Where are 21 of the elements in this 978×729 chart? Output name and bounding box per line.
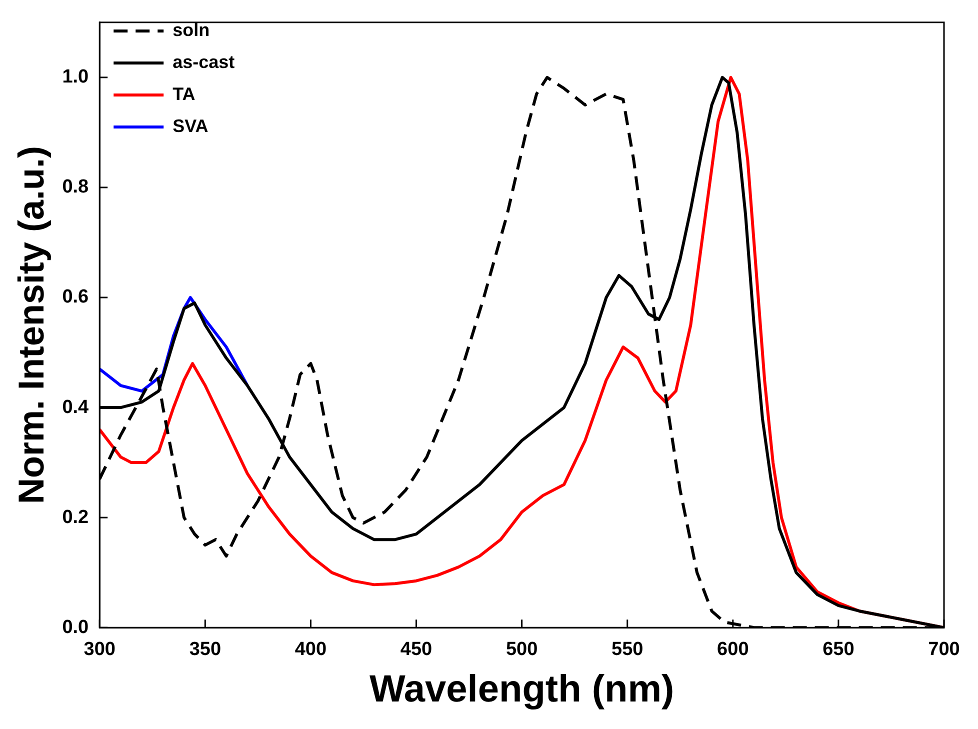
x-tick-label: 500 — [506, 639, 538, 660]
legend-label: TA — [172, 84, 196, 104]
y-tick-label: 0.6 — [62, 286, 89, 308]
x-tick-label: 700 — [928, 639, 960, 660]
y-tick-label: 0.8 — [62, 176, 89, 198]
x-tick-label: 350 — [189, 639, 222, 660]
x-tick-label: 400 — [294, 639, 327, 660]
y-axis-title: Norm. Intensity (a.u.) — [10, 146, 52, 504]
x-tick-label: 550 — [612, 639, 644, 660]
x-tick-label: 600 — [717, 639, 749, 660]
y-tick-label: 0.2 — [62, 506, 89, 528]
y-tick-label: 0.0 — [62, 616, 89, 638]
legend-label: as-cast — [172, 52, 235, 72]
x-tick-label: 300 — [84, 639, 116, 660]
x-axis-title: Wavelength (nm) — [369, 668, 674, 711]
y-tick-label: 1.0 — [62, 66, 89, 88]
y-tick-label: 0.4 — [62, 396, 90, 418]
x-tick-label: 650 — [822, 639, 854, 660]
x-tick-label: 450 — [400, 639, 432, 660]
legend-label: soln — [172, 20, 210, 40]
legend-label: SVA — [172, 116, 208, 136]
